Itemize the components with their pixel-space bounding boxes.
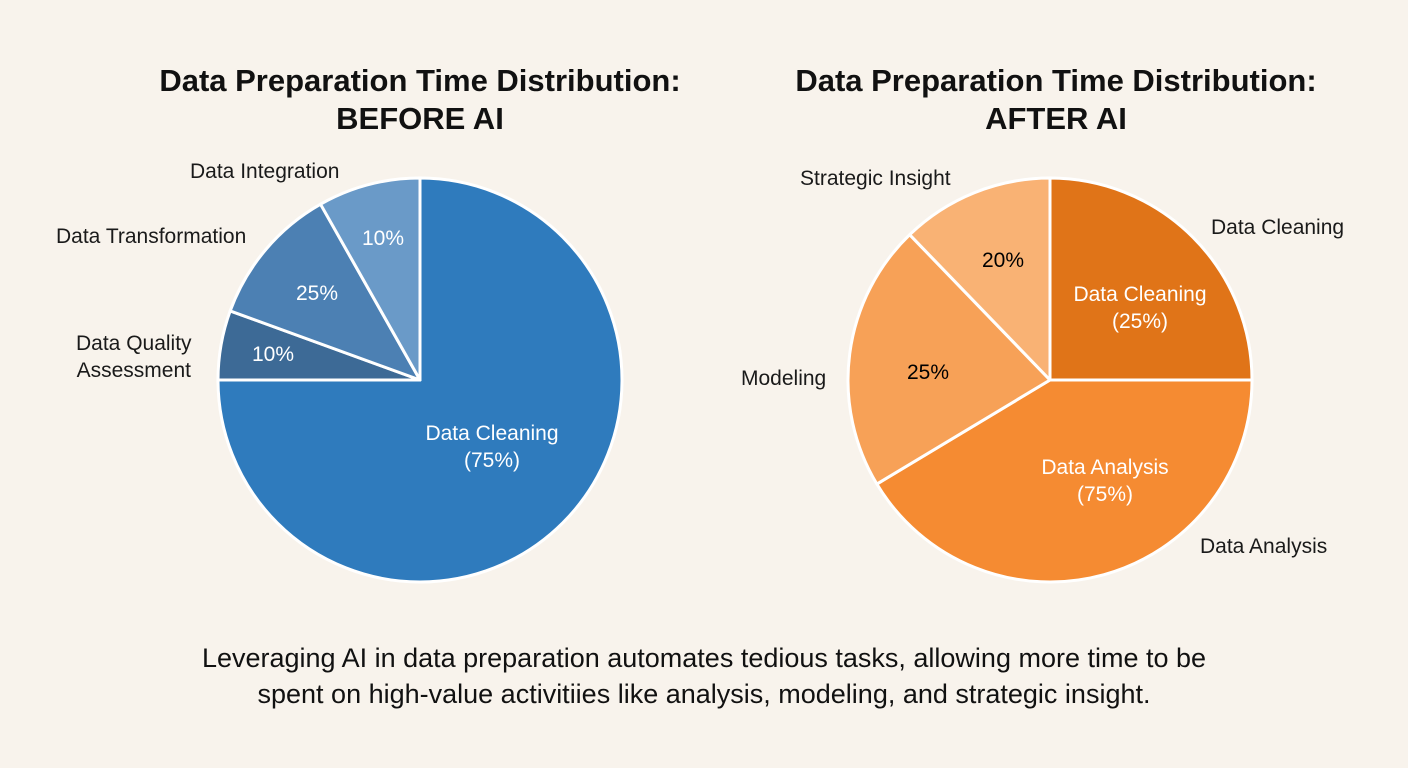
value-strategic-insight: 20% bbox=[982, 249, 1025, 272]
right-chart-title: Data Preparation Time Distribution: AFTE… bbox=[736, 62, 1376, 138]
label-data-cleaning-right: Data Cleaning bbox=[1211, 216, 1345, 239]
right-title-line2: AFTER AI bbox=[985, 101, 1127, 136]
pie-slice-data-integration bbox=[319, 176, 422, 382]
inner-label-data-cleaning-right: Data Cleaning (25%) bbox=[1060, 281, 1220, 335]
slice-name: Data Analysis bbox=[1041, 456, 1169, 479]
label-line: Data Quality bbox=[76, 332, 192, 355]
caption-line1: Leveraging AI in data preparation automa… bbox=[201, 643, 1207, 673]
value-data-transformation: 25% bbox=[296, 282, 339, 305]
label-line: Assessment bbox=[76, 359, 191, 382]
left-chart-title: Data Preparation Time Distribution: BEFO… bbox=[100, 62, 740, 138]
slice-name: Data Cleaning bbox=[425, 422, 559, 445]
label-data-quality-assessment: Data Quality Assessment bbox=[76, 330, 192, 384]
pie-slice-data-analysis bbox=[875, 378, 1254, 584]
label-modeling: Modeling bbox=[741, 367, 827, 390]
pie-slice-data-cleaning bbox=[1048, 176, 1254, 382]
left-title-line2: BEFORE AI bbox=[336, 101, 504, 136]
label-data-transformation: Data Transformation bbox=[56, 225, 247, 248]
label-data-analysis: Data Analysis bbox=[1200, 535, 1328, 558]
value-data-quality: 10% bbox=[252, 343, 295, 366]
slice-value: (75%) bbox=[463, 449, 521, 472]
slice-name: Data Cleaning bbox=[1073, 283, 1207, 306]
caption-line2: spent on high-value activitiies like ana… bbox=[257, 679, 1151, 709]
pie-slice-data-transformation bbox=[228, 202, 422, 382]
value-data-integration: 10% bbox=[362, 227, 405, 250]
label-data-integration: Data Integration bbox=[190, 160, 340, 183]
slice-value: (25%) bbox=[1111, 310, 1169, 333]
label-strategic-insight: Strategic Insight bbox=[800, 167, 951, 190]
pie-slice-strategic-insight bbox=[908, 176, 1052, 382]
value-modeling: 25% bbox=[907, 361, 950, 384]
inner-label-data-cleaning: Data Cleaning (75%) bbox=[412, 420, 572, 474]
inner-label-data-analysis: Data Analysis (75%) bbox=[1025, 454, 1185, 508]
right-title-line1: Data Preparation Time Distribution: bbox=[795, 63, 1317, 98]
caption: Leveraging AI in data preparation automa… bbox=[0, 640, 1408, 712]
left-title-line1: Data Preparation Time Distribution: bbox=[159, 63, 681, 98]
slice-value: (75%) bbox=[1076, 483, 1134, 506]
pie-slice-modeling bbox=[846, 233, 1052, 486]
